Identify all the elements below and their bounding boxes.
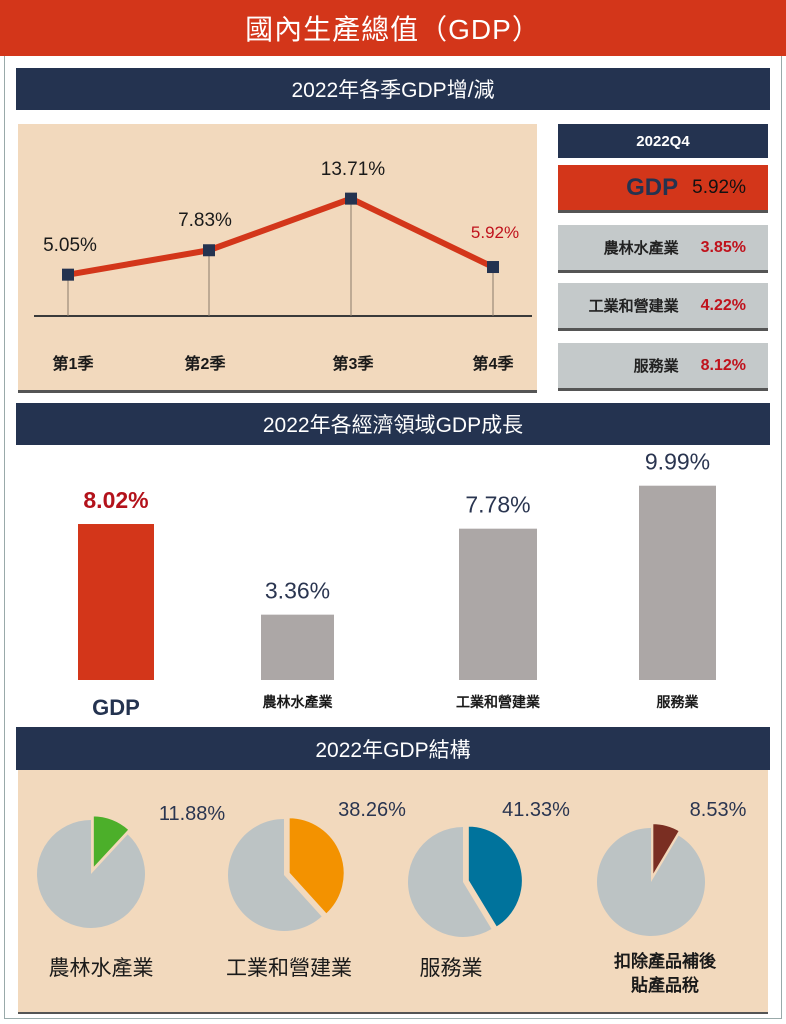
data-point	[345, 192, 357, 205]
pie-rest-slice	[596, 828, 705, 936]
data-label: 8.02%	[83, 487, 148, 513]
series-line	[67, 195, 495, 278]
section-header-sectors: 2022年各經濟領域GDP成長	[16, 403, 770, 445]
x-tick-label: 工業和營建業	[456, 694, 541, 710]
bar	[261, 614, 334, 680]
pie-category-label: 貼產品稅	[630, 975, 699, 995]
pie-slice	[91, 814, 131, 872]
x-tick-label: 第3季	[333, 354, 375, 373]
data-point	[62, 268, 74, 281]
pie-category-label: 工業和營建業	[226, 957, 352, 980]
data-label: 13.71%	[321, 159, 386, 180]
pie-value-label: 8.53%	[690, 799, 747, 821]
pie-slice	[287, 816, 346, 917]
data-label: 7.78%	[465, 492, 530, 518]
pie-charts: 11.88% 農林水產業 38.26% 工業和營建業 41.33% 服務業 8.53% 扣除產…	[36, 799, 747, 995]
frame	[4, 56, 782, 1019]
q4-item-value: 4.22%	[700, 296, 746, 314]
data-label: 9.99%	[645, 449, 710, 475]
pie-category-label: 扣除產品補後	[614, 951, 717, 971]
q4-item-value: 3.85%	[700, 238, 746, 256]
line-chart-panel	[18, 124, 537, 390]
q4-item-label: 服務業	[633, 358, 679, 375]
x-tick-label: 第2季	[185, 354, 227, 373]
q4-item: 工業和營建業 4.22%	[558, 283, 768, 328]
pie-rest-slice	[408, 827, 492, 937]
data-point	[203, 244, 215, 257]
data-label: 5.05%	[43, 235, 97, 256]
data-label: 3.36%	[265, 578, 330, 604]
line-chart: 5.05% 第1季 7.83% 第2季 13.71% 第3季 5.92% 第4季	[34, 159, 532, 373]
pie-value-label: 11.88%	[159, 803, 226, 825]
pie-category-label: 服務業	[420, 957, 483, 980]
q4-item: 服務業 8.12%	[558, 343, 768, 388]
section-header-structure: 2022年GDP結構	[16, 727, 770, 770]
bar-chart: 8.02% GDP 3.36% 農林水產業 7.78% 工業和營建業 9.99% 服務業	[78, 449, 716, 720]
x-tick-label: 服務業	[657, 694, 700, 710]
q4-item: 農林水產業 3.85%	[558, 225, 768, 270]
bar	[459, 528, 537, 680]
q4-gdp-value: 5.92%	[692, 176, 746, 198]
pie-rest-slice	[227, 819, 322, 931]
pie-value-label: 41.33%	[502, 799, 570, 821]
pie-slice	[651, 822, 682, 881]
x-tick-label: GDP	[92, 695, 140, 720]
data-label: 7.83%	[178, 210, 232, 231]
x-tick-label: 第4季	[473, 354, 515, 373]
pie-value-label: 38.26%	[338, 799, 406, 821]
q4-item-label: 工業和營建業	[588, 298, 679, 315]
q4-gdp-label: GDP	[626, 173, 679, 201]
pie-category-label: 農林水產業	[49, 957, 154, 980]
data-point	[487, 261, 499, 274]
bar	[78, 524, 154, 680]
q4-item-label: 農林水產業	[603, 240, 679, 257]
q4-header: 2022Q4	[558, 124, 768, 158]
q4-item-value: 8.12%	[700, 356, 746, 374]
x-tick-label: 農林水產業	[263, 694, 334, 710]
pie-rest-slice	[36, 820, 145, 928]
x-tick-label: 第1季	[53, 354, 95, 373]
q4-gdp-box: GDP 5.92%	[558, 165, 768, 210]
bar	[639, 485, 716, 680]
page-title: 國內生產總值（GDP）	[0, 0, 786, 56]
section-header-quarterly: 2022年各季GDP增/減	[16, 68, 770, 110]
pie-slice	[466, 824, 524, 930]
data-label: 5.92%	[471, 223, 519, 242]
